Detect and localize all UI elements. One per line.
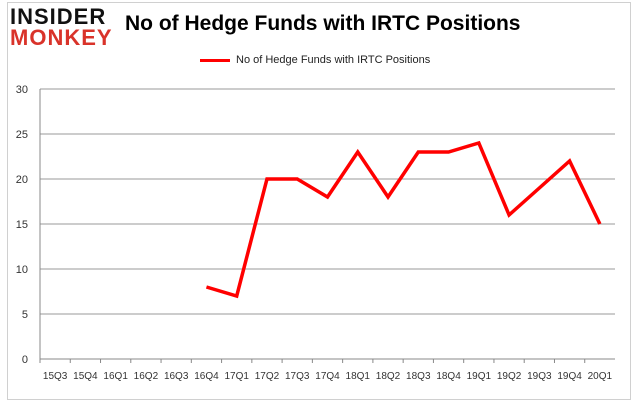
- x-tick-label: 20Q1: [588, 371, 613, 382]
- series-line: [205, 140, 602, 299]
- x-tick-label: 18Q4: [436, 371, 461, 382]
- x-tick-label: 15Q3: [43, 371, 68, 382]
- x-tick-label: 18Q1: [346, 371, 371, 382]
- x-tick-label: 18Q2: [376, 371, 401, 382]
- logo-line1: INSIDER: [10, 4, 107, 29]
- x-tick-label: 17Q3: [285, 371, 310, 382]
- y-tick-label: 20: [16, 174, 28, 186]
- y-tick-label: 30: [16, 84, 28, 96]
- x-tick-label: 19Q3: [527, 371, 552, 382]
- x-tick-label: 17Q2: [255, 371, 280, 382]
- x-tick-label: 17Q1: [224, 371, 249, 382]
- x-tick-label: 16Q2: [134, 371, 159, 382]
- x-tick-label: 19Q1: [467, 371, 492, 382]
- x-tick-label: 15Q4: [73, 371, 98, 382]
- y-tick-label: 10: [16, 264, 28, 276]
- x-tick-label: 17Q4: [315, 371, 340, 382]
- chart-frame: [7, 2, 631, 400]
- legend-swatch: [200, 58, 230, 62]
- x-tick-label: 18Q3: [406, 371, 431, 382]
- x-tick-label: 16Q1: [103, 371, 128, 382]
- y-tick-label: 15: [16, 219, 28, 231]
- x-tick-label: 16Q3: [164, 371, 189, 382]
- legend: No of Hedge Funds with IRTC Positions: [200, 54, 430, 66]
- y-tick-label: 0: [22, 354, 28, 366]
- y-tick-label: 25: [16, 129, 28, 141]
- x-tick-label: 19Q2: [497, 371, 522, 382]
- y-tick-label: 5: [22, 309, 28, 321]
- logo-line2: MONKEY: [10, 25, 113, 50]
- legend-label: No of Hedge Funds with IRTC Positions: [236, 54, 431, 66]
- insider-monkey-logo: INSIDER MONKEY: [10, 4, 113, 50]
- chart-title: No of Hedge Funds with IRTC Positions: [125, 12, 521, 35]
- x-tick-label: 19Q4: [557, 371, 582, 382]
- x-tick-label: 16Q4: [194, 371, 219, 382]
